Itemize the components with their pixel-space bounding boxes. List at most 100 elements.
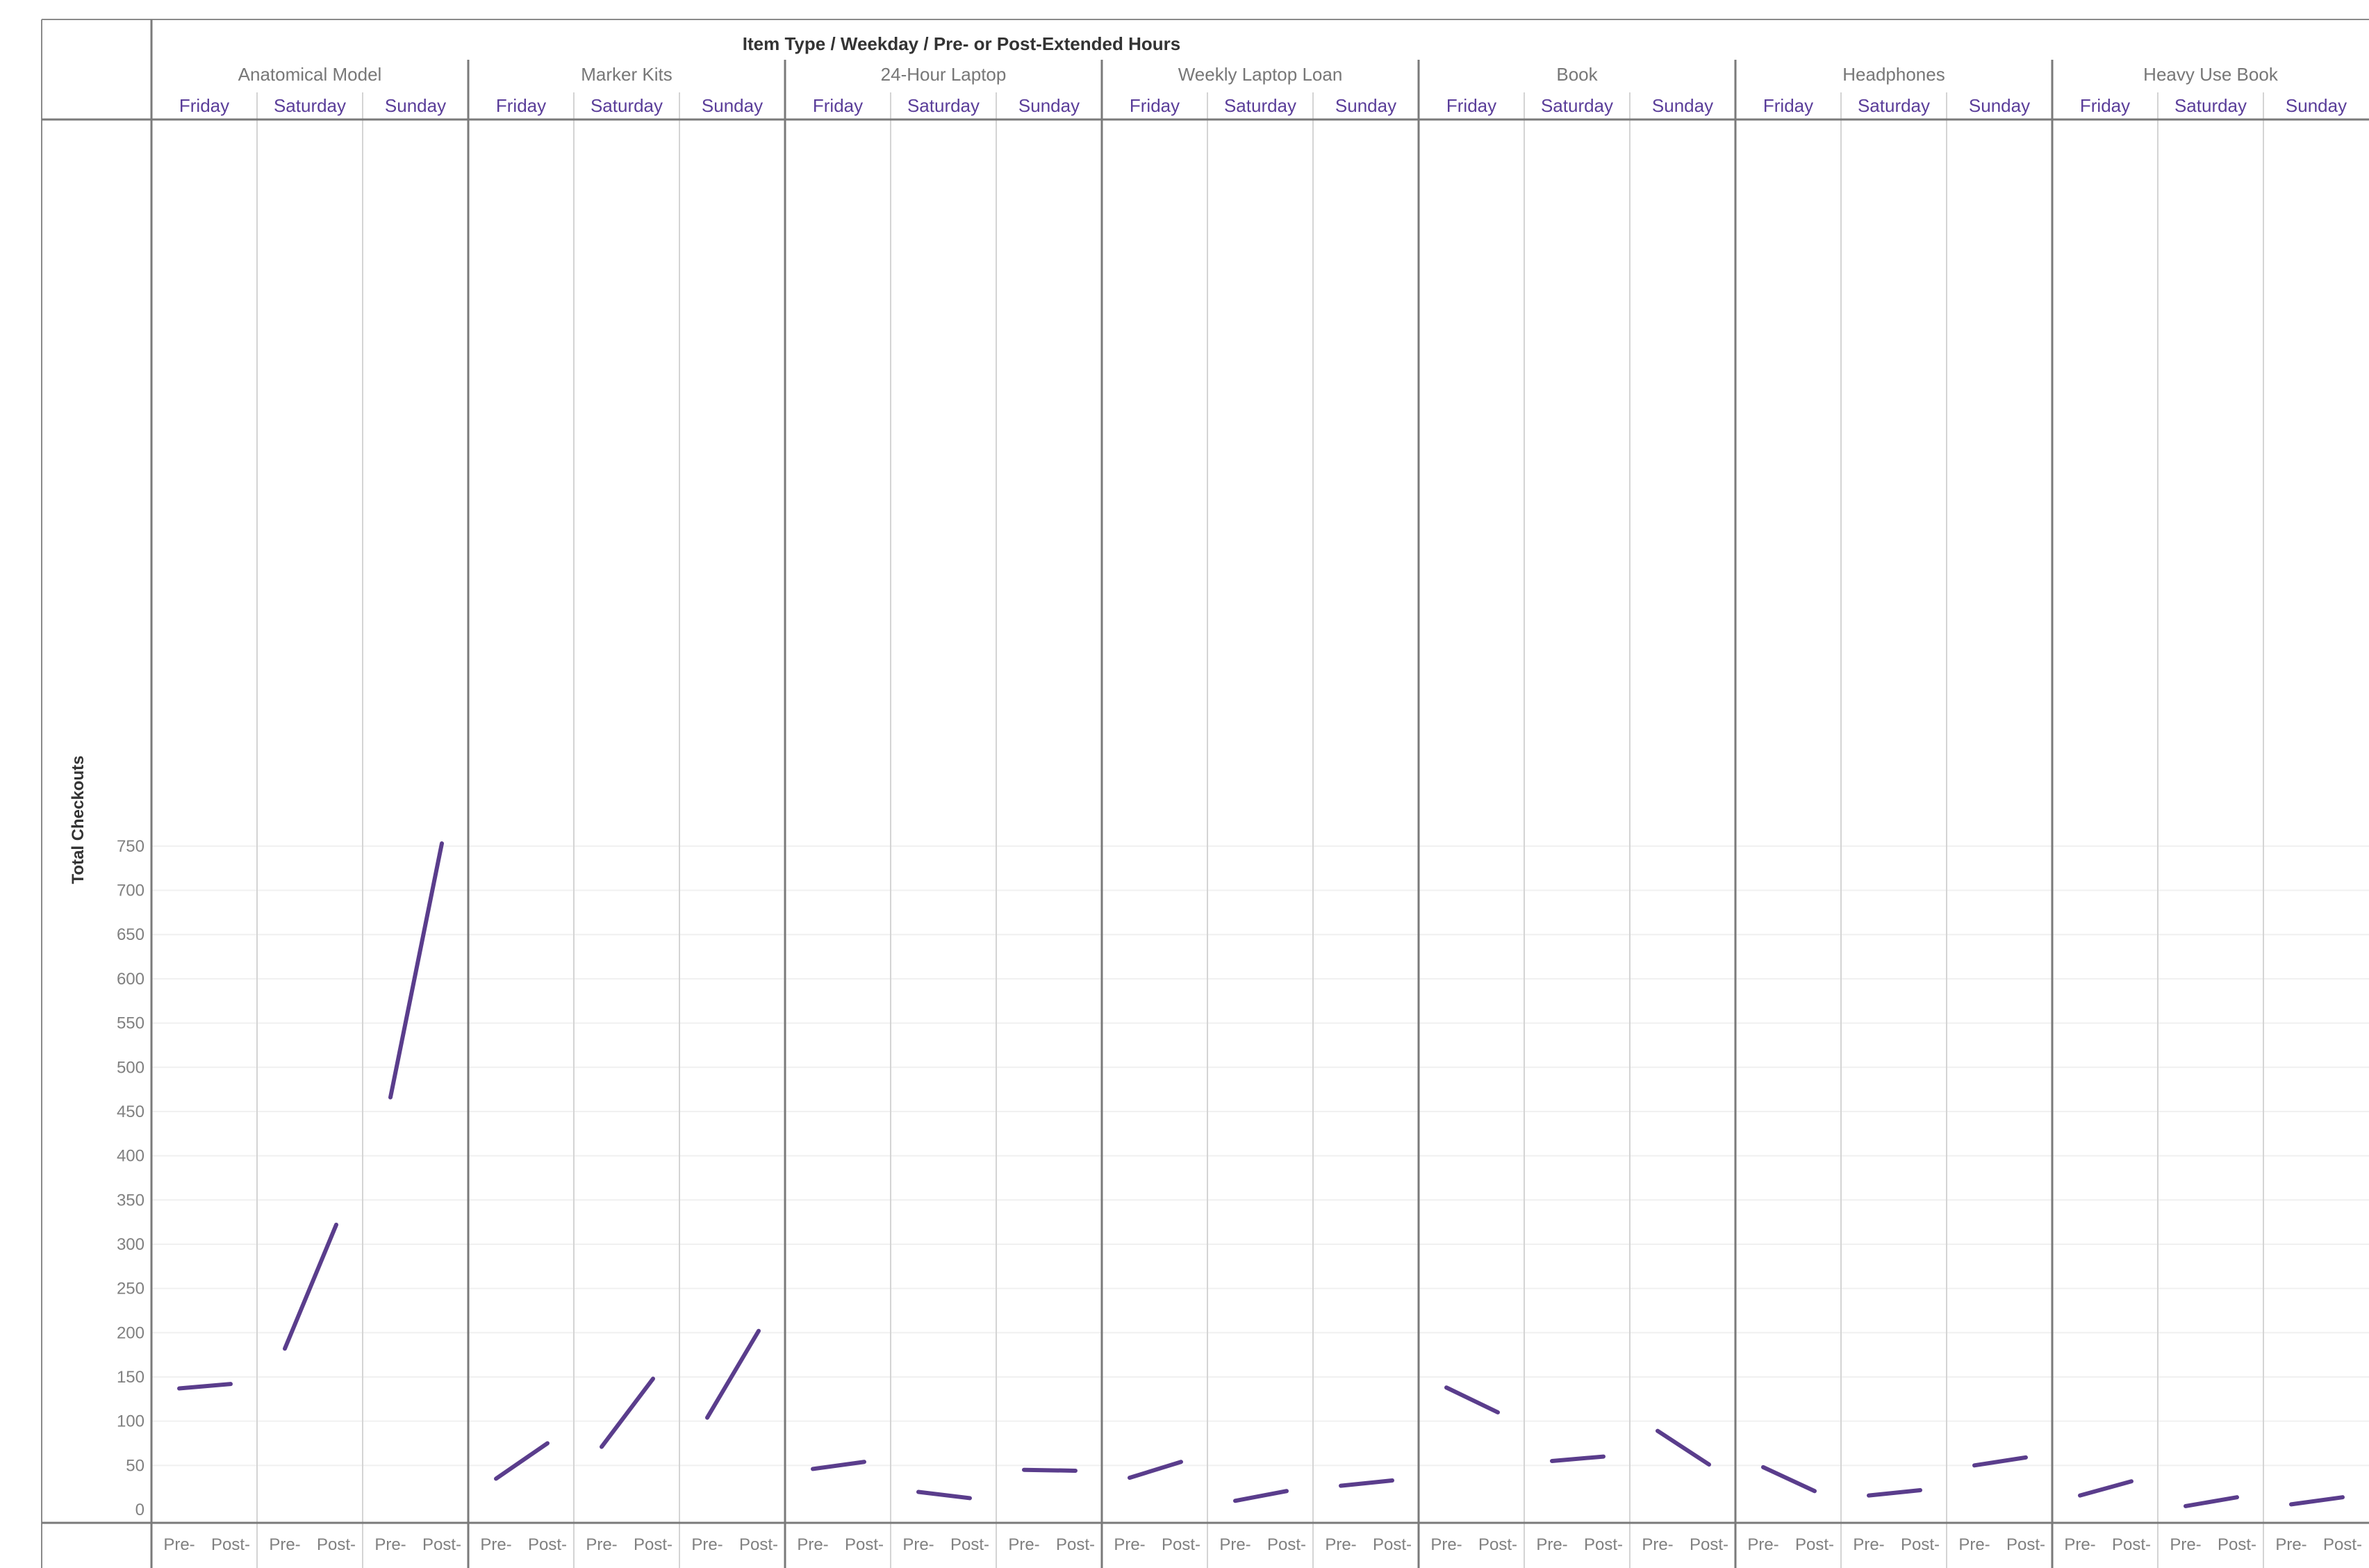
group-label: 24-Hour Laptop [881,64,1007,85]
x-tick-label-post: Post- [950,1535,989,1554]
group-label: Marker Kits [581,64,672,85]
group-label: Anatomical Model [238,64,382,85]
y-tick-label: 600 [117,970,145,989]
x-tick-label-post: Post- [1584,1535,1623,1554]
labels: 0 50 100 150 200 250 300 350 400 450 500 550 600 650 7… [69,33,2362,1554]
series-line [1761,1464,1817,1494]
day-label: Sunday [702,95,763,116]
y-tick-label: 250 [117,1280,145,1298]
series-line [1867,1487,1922,1498]
x-tick-label-pre: Pre- [1430,1535,1462,1554]
day-label: Sunday [1652,95,1713,116]
x-tick-label-post: Post- [2218,1535,2256,1554]
x-tick-label-post: Post- [2323,1535,2362,1554]
series-line [177,1382,233,1391]
day-label: Friday [1763,95,1813,116]
x-tick-label-post: Post- [2112,1535,2151,1554]
series-line [600,1376,655,1449]
day-label: Saturday [1541,95,1613,116]
x-tick-label-post: Post- [1267,1535,1306,1554]
x-tick-label-post: Post- [845,1535,884,1554]
x-tick-label-post: Post- [1478,1535,1517,1554]
gridlines [151,845,2369,1467]
series-line [811,1460,866,1471]
x-tick-label-post: Post- [739,1535,778,1554]
x-tick-label-pre: Pre- [797,1535,828,1554]
day-label: Sunday [1969,95,2030,116]
group-label: Weekly Laptop Loan [1178,64,1343,85]
group-label: Book [1556,64,1598,85]
series-line [916,1489,972,1501]
x-tick-label-pre: Pre- [586,1535,617,1554]
day-label: Saturday [907,95,980,116]
series-line [1550,1454,1606,1463]
series-line [1022,1467,1078,1473]
day-label: Saturday [591,95,663,116]
x-tick-label-pre: Pre- [2170,1535,2201,1554]
x-tick-label-post: Post- [317,1535,356,1554]
y-tick-label: 650 [117,925,145,944]
day-label: Friday [496,95,546,116]
series-line [1656,1428,1711,1467]
series-line [494,1441,550,1481]
day-label: Saturday [2174,95,2247,116]
chart-title: Item Type / Weekday / Pre- or Post-Exten… [743,33,1180,54]
y-tick-label: 0 [135,1501,145,1519]
x-tick-label-post: Post- [1056,1535,1095,1554]
x-tick-label-post: Post- [1795,1535,1834,1554]
y-tick-label: 750 [117,837,145,856]
x-tick-label-post: Post- [634,1535,672,1554]
day-label: Friday [813,95,863,116]
x-tick-label-post: Post- [528,1535,567,1554]
day-label: Sunday [1018,95,1080,116]
x-tick-label-pre: Pre- [269,1535,300,1554]
series-line [1972,1455,2028,1468]
group-label: Headphones [1842,64,1945,85]
series-line [2078,1479,2133,1498]
x-tick-label-pre: Pre- [1642,1535,1673,1554]
series-line [2184,1495,2239,1508]
day-label: Friday [179,95,229,116]
y-tick-label: 350 [117,1191,145,1210]
y-tick-label: 150 [117,1368,145,1387]
day-label: Saturday [274,95,346,116]
series-line [1444,1385,1500,1414]
x-tick-label-pre: Pre- [1219,1535,1250,1554]
x-tick-label-post: Post- [1690,1535,1728,1554]
y-tick-label: 200 [117,1323,145,1342]
x-tick-label-pre: Pre- [1114,1535,1145,1554]
y-tick-label: 500 [117,1058,145,1077]
x-tick-label-post: Post- [1901,1535,1940,1554]
x-tick-label-pre: Pre- [2064,1535,2095,1554]
data-lines [177,841,2345,1508]
y-tick-label: 300 [117,1235,145,1254]
series-line [705,1328,761,1420]
x-tick-label-pre: Pre- [902,1535,934,1554]
x-tick-label-pre: Pre- [1536,1535,1567,1554]
x-tick-label-pre: Pre- [691,1535,723,1554]
day-label: Friday [1130,95,1180,116]
x-tick-label-pre: Pre- [1958,1535,1990,1554]
day-label: Sunday [2286,95,2347,116]
x-tick-label-pre: Pre- [2275,1535,2306,1554]
x-tick-label-pre: Pre- [163,1535,195,1554]
day-label: Sunday [385,95,446,116]
panel-dividers [256,60,2264,1568]
x-tick-label-pre: Pre- [374,1535,406,1554]
series-line [1233,1489,1289,1503]
y-tick-label: 100 [117,1412,145,1431]
series-line [1339,1478,1394,1488]
x-tick-label-pre: Pre- [480,1535,511,1554]
series-line [283,1222,338,1351]
x-tick-label-post: Post- [422,1535,461,1554]
y-axis-title: Total Checkouts [69,756,88,884]
y-tick-label: 400 [117,1147,145,1166]
y-tick-label: 700 [117,882,145,900]
y-tick-label: 450 [117,1103,145,1121]
x-tick-label-pre: Pre- [1853,1535,1884,1554]
day-label: Saturday [1224,95,1296,116]
day-label: Saturday [1858,95,1930,116]
series-line [1128,1460,1183,1480]
